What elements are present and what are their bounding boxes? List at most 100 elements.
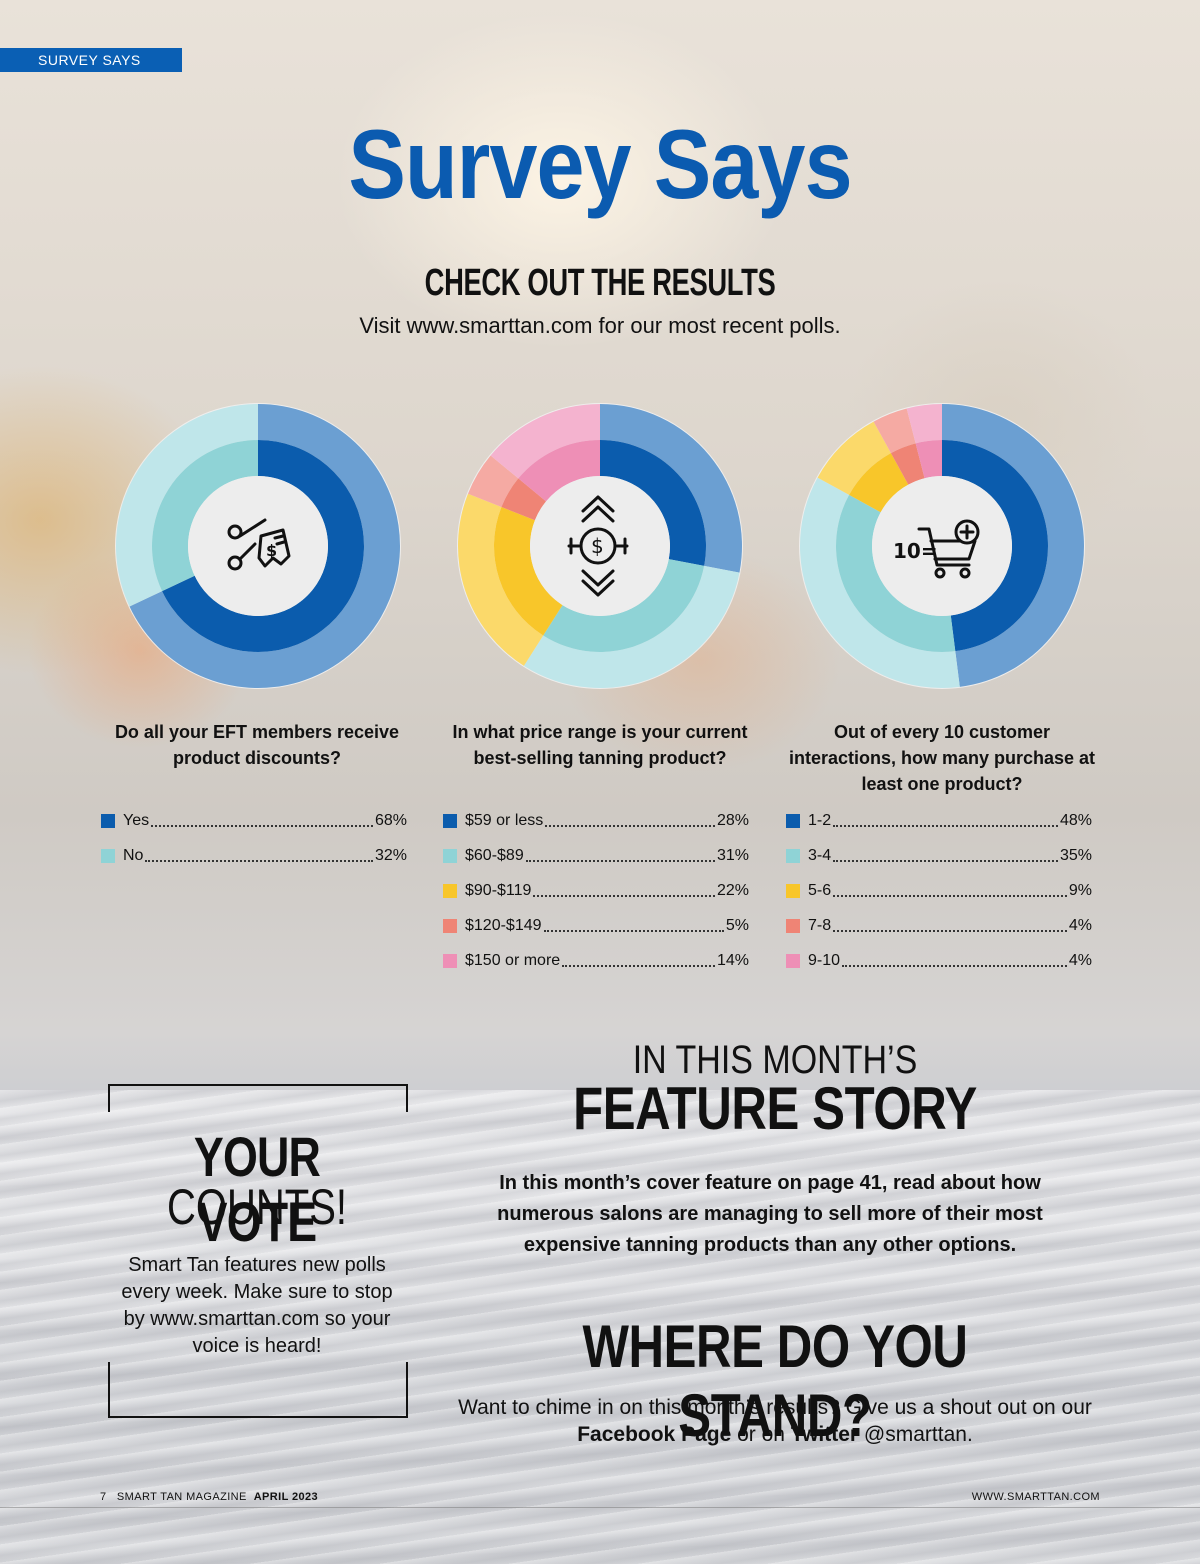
donut-slice-outer <box>115 404 258 607</box>
donut-slice-outer <box>523 565 740 688</box>
legend-label: 5-6 <box>808 881 832 899</box>
page-number: 7 <box>100 1491 107 1503</box>
legend-label: No <box>123 846 144 864</box>
legend-swatch <box>443 848 457 863</box>
legend-customer-purchases: 1-2 48% 3-4 35% 5-6 9% 7-8 4% 9-10 4% <box>786 803 1092 978</box>
legend-dot-leader <box>151 824 373 827</box>
stand-text-part: Want to chime in on this month’s results… <box>458 1396 1092 1419</box>
legend-label: $90-$119 <box>465 881 532 899</box>
donut-slice-inner <box>890 443 925 485</box>
legend-label: 1-2 <box>808 811 832 829</box>
legend-dot-leader <box>833 824 1058 827</box>
twitter-link[interactable]: Twitter <box>790 1423 859 1446</box>
legend-swatch <box>101 848 115 863</box>
donut-center <box>872 476 1012 616</box>
vote-text: Smart Tan features new polls every week.… <box>121 1254 393 1357</box>
svg-text:$: $ <box>591 534 604 558</box>
scissors-coupon-icon: $ <box>227 518 291 571</box>
bracket-bottom <box>108 1362 408 1418</box>
donut-slice-inner <box>518 440 600 502</box>
legend-label: $120-$149 <box>465 916 542 934</box>
donut-slice-outer <box>800 477 960 688</box>
legend-row: 1-2 48% <box>786 803 1092 838</box>
donut-slice-outer <box>490 404 600 479</box>
footer-website[interactable]: WWW.SMARTTAN.COM <box>971 1491 1100 1503</box>
legend-row: $60-$89 31% <box>443 838 749 873</box>
legend-row: 5-6 9% <box>786 873 1092 908</box>
stand-text: Want to chime in on this month’s results… <box>440 1394 1110 1448</box>
donut-slice-inner <box>600 440 706 566</box>
legend-row: $150 or more 14% <box>443 943 749 978</box>
section-tab: SURVEY SAYS <box>0 48 182 72</box>
marble-background <box>0 1090 1200 1564</box>
donut-chart-customer-purchases: 10= <box>797 401 1087 691</box>
legend-value: 48% <box>1059 811 1092 829</box>
magazine-name: SMART TAN MAGAZINE <box>116 1491 247 1503</box>
donut-slice-inner <box>836 494 956 652</box>
legend-label: 9-10 <box>808 951 841 969</box>
legend-swatch <box>443 883 457 898</box>
legend-swatch <box>443 813 457 828</box>
legend-row: $120-$149 5% <box>443 908 749 943</box>
feature-kicker: IN THIS MONTH’S <box>632 1038 918 1082</box>
feature-text: In this month’s cover feature on page 41… <box>497 1172 1043 1256</box>
donut-slice-outer <box>873 408 916 454</box>
question-eft-discounts: Do all your EFT members receive product … <box>114 722 400 768</box>
legend-row: $59 or less 28% <box>443 803 749 838</box>
legend-swatch <box>443 918 457 933</box>
donut-slice-outer <box>600 404 742 573</box>
donut-slice-outer <box>942 404 1084 687</box>
question-customer-purchases: Out of every 10 customer interactions, h… <box>788 722 1096 794</box>
vote-box: YOUR VOTE COUNTS! Smart Tan features new… <box>108 1084 408 1418</box>
stand-heading: WHERE DO YOU STAND? <box>582 1313 968 1449</box>
legend-value: 14% <box>716 951 749 969</box>
footer-left: 7 SMART TAN MAGAZINE APRIL 2023 <box>100 1491 318 1503</box>
donut-slice-inner <box>915 440 942 479</box>
donut-center <box>188 476 328 616</box>
legend-row: 9-10 4% <box>786 943 1092 978</box>
legend-swatch <box>786 953 800 968</box>
feature-heading: FEATURE STORY <box>573 1075 977 1142</box>
legend-swatch <box>786 848 800 863</box>
legend-dot-leader <box>545 824 715 827</box>
stand-text-part: @smarttan. <box>858 1423 973 1446</box>
legend-dot-leader <box>833 859 1058 862</box>
legend-label: $59 or less <box>465 811 544 829</box>
legend-label: $150 or more <box>465 951 561 969</box>
page-subtitle: CHECK OUT THE RESULTS <box>424 262 776 304</box>
legend-value: 5% <box>725 916 749 934</box>
donut-slice-inner <box>151 440 258 592</box>
donut-slice-inner <box>162 440 364 652</box>
legend-value: 28% <box>716 811 749 829</box>
svg-text:$: $ <box>266 541 277 560</box>
donut-slice-inner <box>501 478 547 521</box>
legend-dot-leader <box>533 894 715 897</box>
facebook-link[interactable]: Facebook Page <box>577 1423 732 1446</box>
legend-swatch <box>786 883 800 898</box>
bracket-top <box>108 1084 408 1112</box>
legend-swatch <box>786 918 800 933</box>
legend-row: No 32% <box>101 838 407 873</box>
legend-label: 7-8 <box>808 916 832 934</box>
legend-swatch <box>443 953 457 968</box>
legend-dot-leader <box>525 859 715 862</box>
donut-slice-outer <box>906 404 942 444</box>
legend-row: 7-8 4% <box>786 908 1092 943</box>
legend-eft-discounts: Yes 68% No 32% <box>101 803 407 873</box>
donut-slice-inner <box>942 440 1048 652</box>
legend-swatch <box>101 813 115 828</box>
donut-chart-price-range: $ <box>455 401 745 691</box>
donut-center <box>530 476 670 616</box>
legend-dot-leader <box>562 964 715 967</box>
legend-dot-leader <box>145 859 373 862</box>
legend-dot-leader <box>543 929 724 932</box>
legend-value: 22% <box>716 881 749 899</box>
donut-slice-outer <box>467 455 519 507</box>
issue-date: APRIL 2023 <box>253 1491 319 1503</box>
legend-value: 4% <box>1068 951 1092 969</box>
stand-text-part: or on <box>731 1423 791 1446</box>
question-price-range: In what price range is your current best… <box>452 722 748 768</box>
shopping-cart-plus-icon: 10= <box>893 519 980 579</box>
donut-slice-inner <box>849 453 909 513</box>
legend-row: $90-$119 22% <box>443 873 749 908</box>
